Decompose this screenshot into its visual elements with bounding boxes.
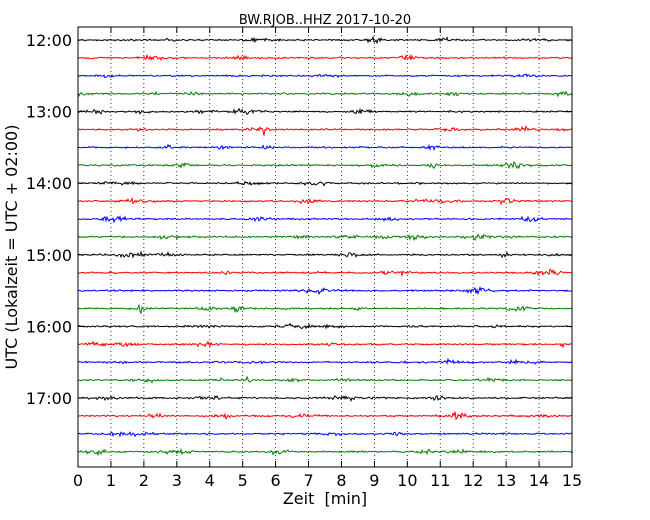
trace-16:45	[77, 375, 573, 384]
y-tick-label-13:00: 13:00	[26, 103, 72, 122]
trace-14:15	[77, 196, 573, 206]
plot-frame	[77, 26, 573, 468]
trace-15:00	[77, 250, 573, 259]
x-axis-label: Zeit [min]	[283, 489, 367, 508]
x-tick-label-10: 10	[397, 471, 417, 490]
y-axis-label: UTC (Lokalzeit = UTC + 02:00)	[2, 125, 21, 370]
y-tick-label-14:00: 14:00	[26, 174, 72, 193]
trace-17:45	[77, 447, 573, 457]
trace-15:45	[77, 303, 573, 315]
trace-16:15	[77, 340, 573, 349]
trace-group	[77, 35, 573, 457]
x-tick-label-3: 3	[172, 471, 182, 490]
y-tick-label-15:00: 15:00	[26, 246, 72, 265]
trace-14:30	[77, 214, 573, 224]
trace-17:30	[77, 431, 573, 438]
trace-17:15	[77, 411, 573, 421]
x-tick-label-7: 7	[303, 471, 313, 490]
x-tick-label-4: 4	[205, 471, 215, 490]
x-tick-label-6: 6	[271, 471, 281, 490]
x-tick-label-0: 0	[73, 471, 83, 490]
x-tick-label-9: 9	[369, 471, 379, 490]
trace-13:45	[77, 160, 573, 170]
trace-15:30	[77, 285, 573, 296]
y-tick-label-12:00: 12:00	[26, 31, 72, 50]
trace-12:45	[77, 90, 573, 98]
trace-12:00	[77, 35, 573, 45]
trace-13:00	[77, 107, 573, 116]
trace-17:00	[78, 394, 573, 402]
trace-16:00	[77, 322, 573, 330]
trace-12:30	[77, 73, 573, 79]
axis-ticks: 0 1 2 3 4 5 6 7 8 9 10 11 12 13 14 1512:0013:0014:0015:…	[26, 27, 582, 490]
trace-16:30	[77, 357, 573, 365]
x-tick-label-15: 15	[562, 471, 582, 490]
x-tick-label-11: 11	[430, 471, 450, 490]
x-tick-label-1: 1	[106, 471, 116, 490]
trace-13:30	[77, 143, 573, 151]
y-tick-label-17:00: 17:00	[26, 389, 72, 408]
trace-14:45	[77, 233, 573, 242]
x-tick-label-14: 14	[529, 471, 549, 490]
x-tick-label-12: 12	[463, 471, 483, 490]
x-tick-label-2: 2	[139, 471, 149, 490]
x-tick-label-8: 8	[336, 471, 346, 490]
trace-12:15	[77, 53, 573, 62]
x-tick-label-13: 13	[496, 471, 516, 490]
trace-14:00	[77, 180, 573, 187]
x-tick-label-5: 5	[238, 471, 248, 490]
chart-title: BW.RJOB..HHZ 2017-10-20	[239, 13, 411, 28]
y-tick-label-16:00: 16:00	[26, 317, 72, 336]
trace-15:15	[77, 268, 573, 278]
grid-lines	[110, 27, 540, 467]
trace-13:15	[77, 125, 573, 136]
